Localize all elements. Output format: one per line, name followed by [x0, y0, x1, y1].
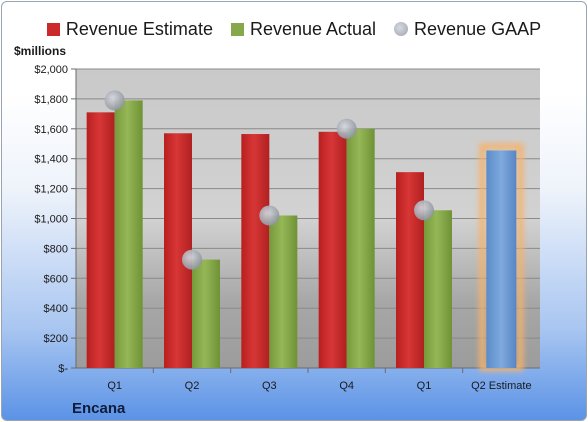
y-tick-label: $600	[44, 273, 68, 285]
legend-label-actual: Revenue Actual	[249, 18, 377, 39]
legend-swatch-actual	[230, 22, 244, 36]
marker-revenue-gaap	[336, 118, 357, 139]
y-tick-label: $400	[44, 303, 68, 315]
y-axis-unit-label: $millions	[14, 44, 67, 58]
bar-revenue-actual	[192, 259, 220, 368]
x-tick-label: Q3	[262, 380, 277, 392]
legend-label-gaap: Revenue GAAP	[414, 18, 542, 39]
x-tick-label: Q1	[417, 380, 432, 392]
y-tick-label: $-	[58, 363, 68, 375]
legend-swatch-gaap	[394, 22, 409, 36]
y-tick-label: $1,000	[34, 214, 68, 226]
bar-revenue-actual	[114, 100, 143, 369]
bar-revenue-estimate	[86, 112, 115, 368]
bar-q2-estimate	[486, 150, 517, 368]
bar-revenue-actual	[269, 215, 298, 368]
bar-revenue-actual	[346, 128, 375, 368]
y-tick-label: $1,200	[34, 184, 68, 196]
x-tick-label: Q2	[185, 380, 200, 392]
marker-revenue-gaap	[104, 90, 125, 111]
legend-label-estimate: Revenue Estimate	[65, 18, 213, 39]
y-tick-label: $1,800	[34, 94, 68, 106]
x-tick-label: Q2 Estimate	[471, 380, 532, 392]
y-tick-label: $800	[44, 243, 68, 255]
marker-revenue-gaap	[259, 205, 280, 226]
legend: Revenue Estimate Revenue Actual Revenue …	[2, 16, 586, 42]
x-tick-label: Q4	[339, 380, 354, 392]
bar-revenue-actual	[424, 210, 452, 368]
y-tick-label: $1,600	[34, 124, 68, 136]
company-name: Encana	[72, 400, 126, 417]
legend-swatch-estimate	[46, 22, 60, 36]
y-tick-label: $2,000	[34, 64, 68, 76]
x-tick-label: Q1	[107, 380, 122, 392]
bar-revenue-estimate	[318, 131, 347, 368]
bar-revenue-estimate	[164, 133, 192, 368]
legend-item-revenue-gaap: Revenue GAAP	[394, 19, 541, 40]
legend-item-revenue-actual: Revenue Actual	[230, 18, 377, 40]
bar-revenue-estimate	[241, 134, 270, 368]
marker-revenue-gaap	[182, 249, 202, 270]
y-tick-label: $200	[44, 333, 68, 345]
marker-revenue-gaap	[414, 200, 434, 221]
y-tick-label: $1,400	[34, 154, 68, 166]
legend-item-revenue-estimate: Revenue Estimate	[46, 18, 213, 40]
